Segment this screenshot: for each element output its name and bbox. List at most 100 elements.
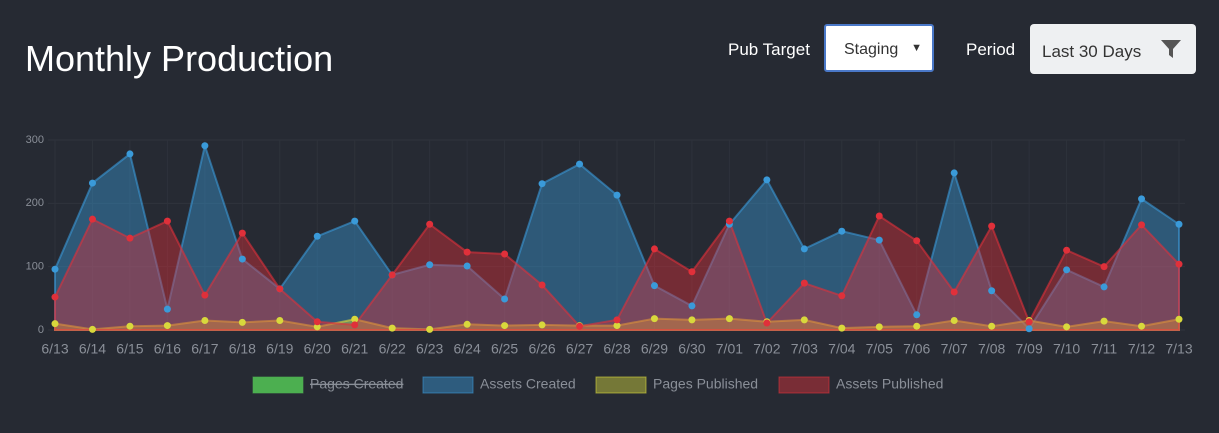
legend-label: Assets Created (480, 376, 576, 392)
x-tick-label: 7/13 (1165, 341, 1192, 357)
legend-swatch (252, 376, 304, 394)
data-point (1175, 260, 1183, 268)
x-tick-label: 7/06 (903, 341, 930, 357)
data-point (1025, 325, 1033, 333)
data-point (463, 320, 471, 328)
data-point (201, 291, 209, 299)
data-point (351, 321, 359, 329)
data-point (126, 150, 134, 158)
data-point (800, 245, 808, 253)
data-point (1175, 315, 1183, 323)
x-tick-label: 6/28 (603, 341, 630, 357)
x-tick-label: 7/10 (1053, 341, 1080, 357)
data-point (650, 315, 658, 323)
data-point (88, 325, 96, 333)
filter-icon (1161, 40, 1181, 58)
data-point (1138, 322, 1146, 330)
data-point (51, 293, 59, 301)
data-point (313, 323, 321, 331)
data-point (538, 281, 546, 289)
data-point (613, 316, 621, 324)
page-title: Monthly Production (25, 38, 334, 79)
x-tick-label: 6/15 (116, 341, 143, 357)
data-point (351, 315, 359, 323)
select-value: Staging (844, 41, 899, 58)
data-point (1138, 221, 1146, 229)
x-tick-label: 7/07 (941, 341, 968, 357)
data-point (913, 311, 921, 319)
data-point (688, 316, 696, 324)
data-point (88, 179, 96, 187)
legend-swatch (422, 376, 474, 394)
y-tick-label: 300 (26, 134, 44, 146)
data-point (988, 287, 996, 295)
data-point (613, 322, 621, 330)
data-point (313, 318, 321, 326)
legend-label: Pages Published (653, 376, 758, 392)
data-point (950, 317, 958, 324)
pub-target-select[interactable]: Staging ▼ (824, 24, 934, 72)
data-point (1175, 220, 1183, 228)
data-point (800, 316, 808, 324)
legend-label: Assets Published (836, 376, 943, 392)
x-tick-label: 6/14 (79, 341, 106, 357)
data-point (463, 248, 471, 256)
x-tick-label: 7/01 (716, 341, 743, 357)
x-tick-label: 7/05 (866, 341, 893, 357)
dropdown-arrow: ▼ (911, 42, 922, 54)
legend-swatch (778, 376, 830, 394)
x-tick-label: 6/29 (641, 341, 668, 357)
x-tick-label: 6/22 (379, 341, 406, 357)
y-tick-label: 100 (26, 261, 44, 273)
data-point (1063, 323, 1071, 331)
data-point (875, 236, 883, 244)
data-point (351, 217, 359, 225)
x-tick-label: 7/12 (1128, 341, 1155, 357)
data-point (950, 288, 958, 296)
data-point (163, 217, 171, 225)
legend-label: Pages Created (310, 376, 403, 392)
x-tick-label: 6/27 (566, 341, 593, 357)
x-tick-label: 6/26 (528, 341, 555, 357)
series-area (54, 317, 1180, 331)
series-area (54, 214, 1180, 331)
data-point (1100, 283, 1108, 291)
pub-target-label: Pub Target (728, 40, 810, 59)
data-point (875, 212, 883, 220)
data-point (501, 250, 509, 258)
period-value: Last 30 Days (1042, 42, 1142, 61)
legend-swatch (595, 376, 647, 394)
data-point (1100, 263, 1108, 271)
data-point (501, 322, 509, 330)
data-point (88, 215, 96, 223)
data-point (576, 160, 584, 168)
x-tick-label: 6/19 (266, 341, 293, 357)
x-tick-label: 6/30 (678, 341, 705, 357)
data-point (201, 142, 209, 150)
data-point (988, 322, 996, 330)
data-point (388, 271, 396, 279)
data-point (1063, 246, 1071, 254)
x-tick-label: 7/03 (791, 341, 818, 357)
data-point (51, 265, 59, 273)
y-tick-label: 0 (38, 324, 44, 336)
data-point (763, 319, 771, 327)
data-point (1063, 266, 1071, 274)
data-point (426, 325, 434, 333)
period-button[interactable]: Last 30 Days (1030, 24, 1196, 74)
data-point (913, 237, 921, 245)
period-label: Period (966, 40, 1016, 59)
data-point (463, 262, 471, 270)
x-tick-label: 6/20 (304, 341, 331, 357)
data-point (276, 285, 284, 293)
x-tick-label: 7/08 (978, 341, 1005, 357)
data-point (725, 217, 733, 225)
data-point (988, 222, 996, 230)
data-point (126, 234, 134, 242)
data-point (838, 227, 846, 235)
data-point (613, 191, 621, 199)
x-tick-label: 7/11 (1091, 341, 1117, 357)
data-point (1025, 318, 1033, 326)
data-point (126, 322, 134, 330)
series-area (54, 141, 1180, 331)
